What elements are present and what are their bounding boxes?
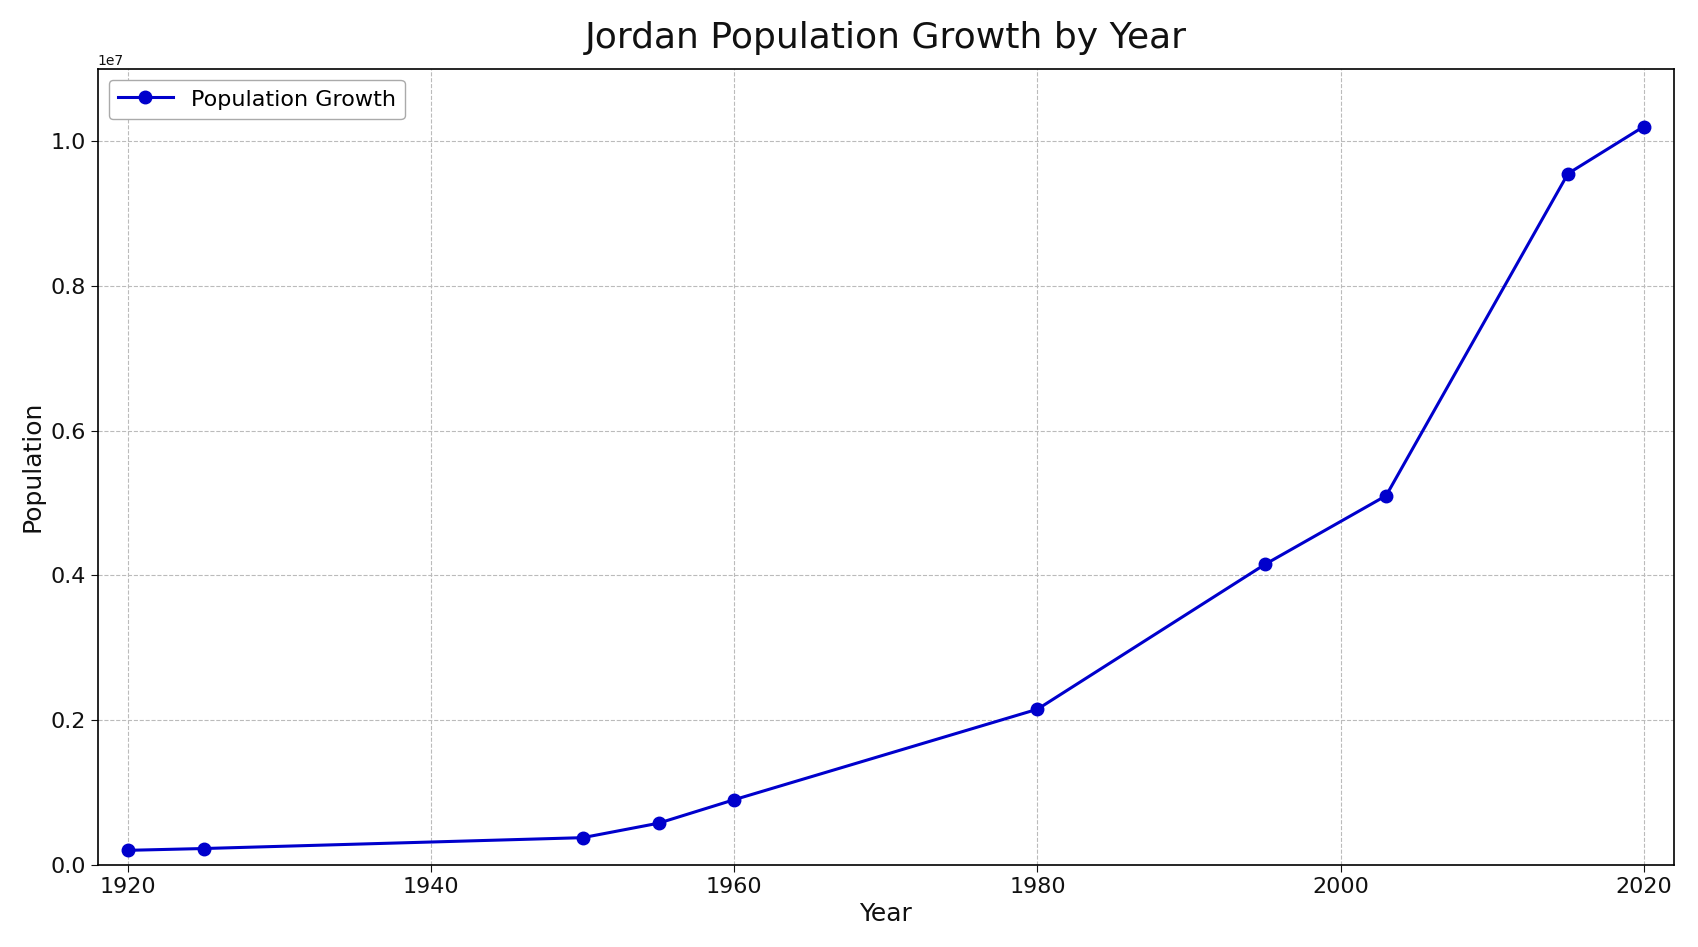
Y-axis label: Population: Population (20, 401, 44, 532)
Title: Jordan Population Growth by Year: Jordan Population Growth by Year (584, 21, 1187, 55)
Line: Population Growth: Population Growth (122, 120, 1650, 857)
Population Growth (1027, 704, 1048, 715)
X-axis label: Year: Year (859, 902, 912, 926)
Population Growth (572, 832, 593, 844)
Population Growth (649, 817, 669, 829)
Population Growth (1633, 121, 1654, 133)
Population Growth (723, 794, 744, 805)
Population Growth (1557, 168, 1577, 179)
Population Growth (194, 843, 214, 854)
Population Growth (1255, 559, 1275, 570)
Legend: Population Growth: Population Growth (109, 80, 404, 119)
Population Growth (1375, 490, 1396, 501)
Population Growth (117, 845, 138, 856)
